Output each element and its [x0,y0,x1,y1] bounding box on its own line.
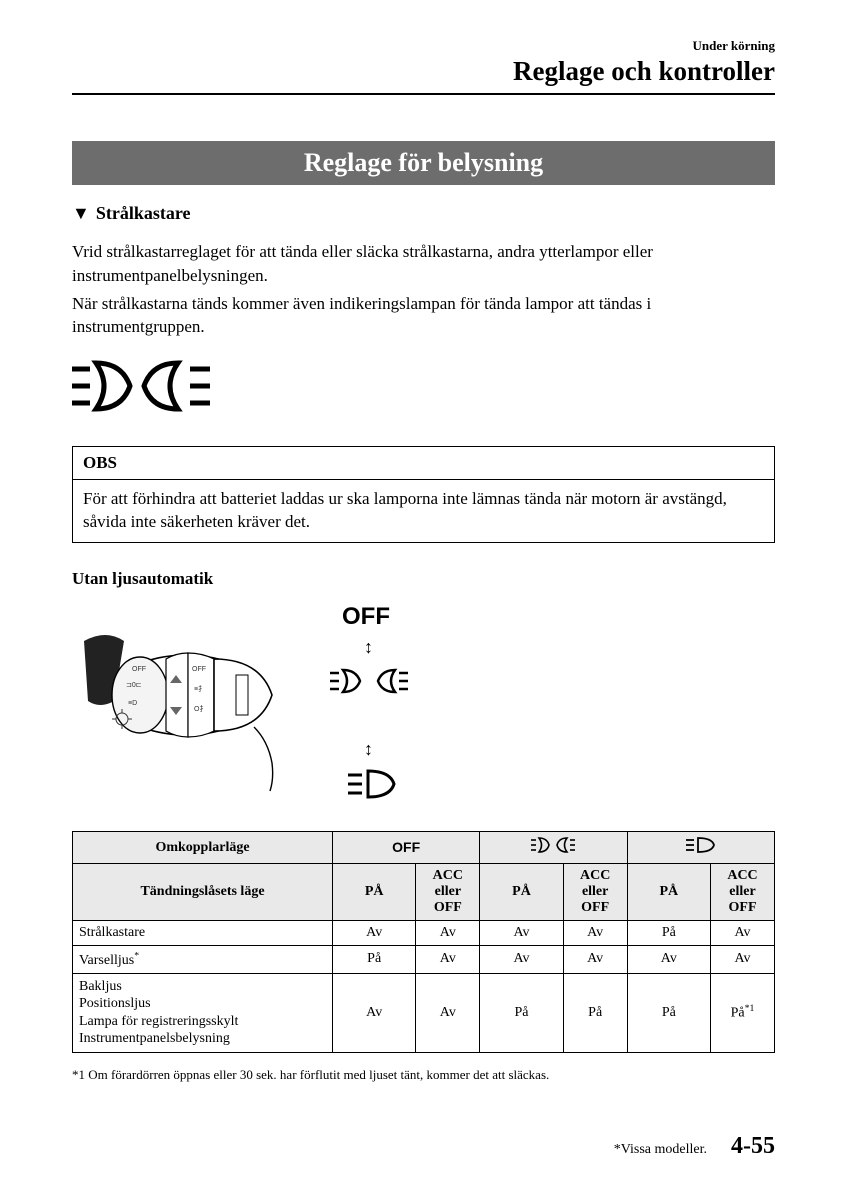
paragraph-1: Vrid strålkastarreglaget för att tända e… [72,240,775,288]
header-rule [72,93,775,95]
footer-models-note: *Vissa modeller. [614,1142,707,1158]
cell: Av [416,946,480,974]
paragraph-2: När strålkastarna tänds kommer även indi… [72,292,775,340]
th-on-1: PÅ [333,864,416,921]
th-off-text: OFF [392,839,420,855]
cell: Av [480,921,563,946]
footer: *Vissa modeller. 4-55 [72,1133,775,1160]
row-label: BakljusPositionsljusLampa för registreri… [73,973,333,1052]
th-highbeam-icon [627,832,774,864]
highbeam-icon [348,767,398,806]
row-label: Strålkastare [73,921,333,946]
subheading-text: Strålkastare [96,203,191,223]
svg-text:O扌: O扌 [194,704,206,713]
svg-text:OFF: OFF [132,666,146,673]
cell: På [563,973,627,1052]
note-body: För att förhindra att batteriet laddas u… [73,480,774,542]
cell: Av [416,921,480,946]
footnote: *1 Om förardörren öppnas eller 30 sek. h… [72,1067,775,1083]
arrow-icon-2: ↕ [364,739,373,760]
stalk-diagram: OFF ↕ ↕ [72,603,775,823]
th-switch-position: Omkopplarläge [73,832,333,864]
th-acc-1: ACC eller OFF [416,864,480,921]
cell: På [480,973,563,1052]
section-banner: Reglage för belysning [72,141,775,185]
th-on-2: PÅ [480,864,563,921]
cell: Av [711,946,775,974]
th-sidelight-icon [480,832,627,864]
cell: Av [711,921,775,946]
note-box: OBS För att förhindra att batteriet ladd… [72,446,775,543]
table-row: Varselljus* På Av Av Av Av Av [73,946,775,974]
cell: På [627,921,710,946]
th-acc-2: ACC eller OFF [563,864,627,921]
svg-text:≡D: ≡D [128,700,137,707]
svg-text:OFF: OFF [192,666,206,673]
cell: På*1 [711,973,775,1052]
cell: Av [627,946,710,974]
cell: Av [333,921,416,946]
table-row: Strålkastare Av Av Av Av På Av [73,921,775,946]
triangle-marker-icon: ▼ [72,203,90,224]
cell: Av [333,973,416,1052]
th-on-3: PÅ [627,864,710,921]
cell: Av [416,973,480,1052]
th-off: OFF [333,832,480,864]
page-number: 4-55 [731,1133,775,1160]
row-label: Varselljus* [73,946,333,974]
table-row: BakljusPositionsljusLampa för registreri… [73,973,775,1052]
th-ignition-position: Tändningslåsets läge [73,864,333,921]
subheading: ▼ Strålkastare [72,203,775,224]
note-title: OBS [73,447,774,480]
cell: På [627,973,710,1052]
header-section: Reglage och kontroller [72,56,775,87]
headlight-icon [72,355,775,422]
svg-text:⊐0⊏: ⊐0⊏ [126,682,142,689]
light-table: Omkopplarläge OFF [72,831,775,1053]
header-chapter: Under körning [72,38,775,54]
arrow-icon: ↕ [364,637,373,658]
cell: På [333,946,416,974]
th-acc-3: ACC eller OFF [711,864,775,921]
cell: Av [563,921,627,946]
cell: Av [563,946,627,974]
svg-text:≡扌: ≡扌 [194,684,205,693]
sidelight-icon [330,665,408,702]
off-label: OFF [342,603,390,631]
cell: Av [480,946,563,974]
subheading-2: Utan ljusautomatik [72,569,775,589]
stalk-illustration: OFF ⊐0⊏ ≡D OFF ≡扌 O扌 [76,623,306,798]
